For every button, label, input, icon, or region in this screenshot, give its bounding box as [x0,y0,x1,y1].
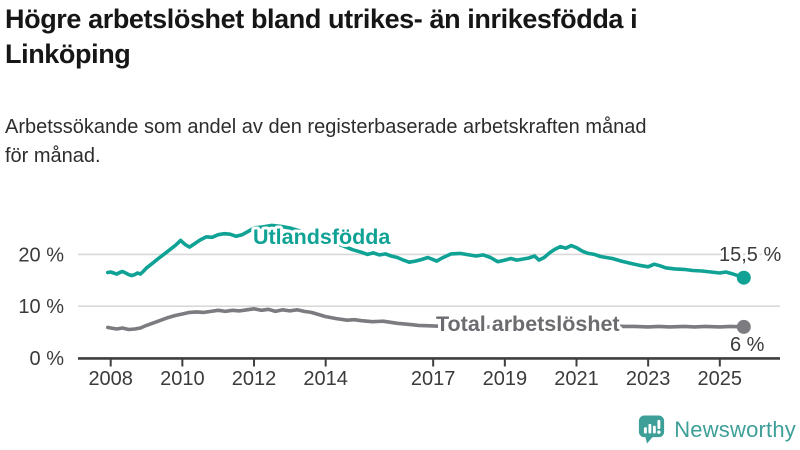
x-axis-tick-label-2014: 2014 [303,368,348,390]
newsworthy-logo: Newsworthy [638,414,796,445]
page-title: Högre arbetslöshet bland utrikes- än inr… [5,2,797,72]
x-axis-tick-label-2010: 2010 [160,368,205,390]
chart-subtitle-line-1: Arbetssökande som andel av den registerb… [5,116,647,138]
series-line-utlandsfodda [106,223,746,280]
series-label-utlandsfodda: Utlandsfödda [253,225,391,249]
x-axis-tick-label-2019: 2019 [483,368,528,390]
x-axis-tick-label-2008: 2008 [88,368,133,390]
y-axis-label-0: 0 % [30,348,65,370]
x-axis-tick-label-2012: 2012 [232,368,277,390]
page-title-line-1: Högre arbetslöshet bland utrikes- än inr… [5,4,638,34]
x-axis-tick-label-2021: 2021 [554,368,599,390]
series-label-total-arbetsloshet: Total arbetslöshet [436,312,620,336]
series-line-total-arbetsloshet [106,306,746,332]
end-dot-total-arbetsloshet [736,319,751,334]
end-dot-utlandsfodda [736,270,751,285]
newsworthy-logo-icon [639,415,665,444]
page-title-line-2: Linköping [5,39,131,69]
chart-subtitle-line-2: för månad. [5,145,101,167]
newsworthy-logo-text: Newsworthy [674,416,796,442]
chart-subtitle: Arbetssökande som andel av den registerb… [5,113,745,171]
end-value-label-total-arbetsloshet: 6 % [730,334,765,356]
y-axis-label-10: 10 % [18,296,64,318]
x-axis-tick-label-2017: 2017 [411,368,456,390]
x-axis-tick-label-2025: 2025 [698,368,743,390]
y-axis-label-20: 20 % [18,244,64,266]
x-axis-tick-label-2023: 2023 [626,368,671,390]
end-value-label-utlandsfodda: 15,5 % [719,244,781,266]
